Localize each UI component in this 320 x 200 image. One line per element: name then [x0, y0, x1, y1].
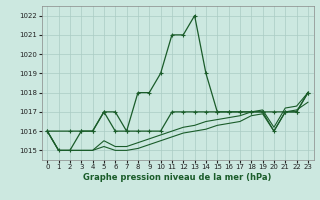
- X-axis label: Graphe pression niveau de la mer (hPa): Graphe pression niveau de la mer (hPa): [84, 173, 272, 182]
